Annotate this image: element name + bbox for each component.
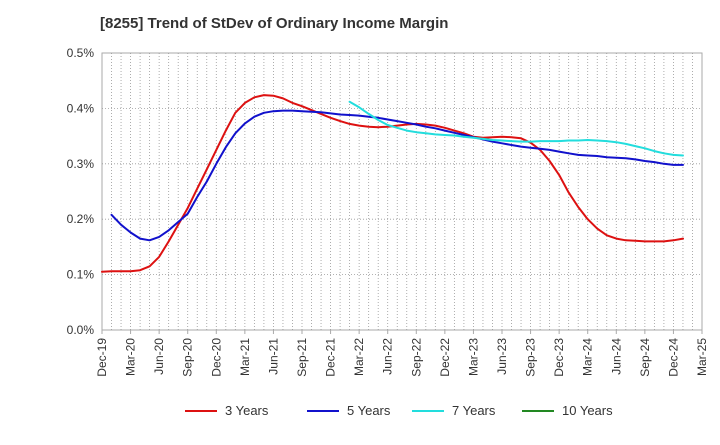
y-tick-label: 0.1% xyxy=(67,268,95,282)
axes: 0.0% 0.1% 0.2% 0.3% 0.4% 0.5% Dec-19 Mar-20 Jun-… xyxy=(67,46,709,377)
legend-label-7-years: 7 Years xyxy=(452,403,496,418)
x-tick-label: Jun-24 xyxy=(609,338,623,375)
x-tick-label: Mar-20 xyxy=(124,338,138,376)
x-tick-label: Mar-23 xyxy=(466,338,480,376)
x-tick-label: Mar-25 xyxy=(695,338,709,376)
x-tick-label: Jun-23 xyxy=(495,338,509,375)
x-tick-label: Jun-21 xyxy=(266,338,280,375)
y-tick-label: 0.3% xyxy=(67,157,95,171)
x-tick-label: Mar-24 xyxy=(581,338,595,376)
legend-label-5-years: 5 Years xyxy=(347,403,391,418)
x-tick-label: Mar-21 xyxy=(238,338,252,376)
legend-label-3-years: 3 Years xyxy=(225,403,269,418)
legend-label-10-years: 10 Years xyxy=(562,403,613,418)
y-tick-label: 0.0% xyxy=(67,323,95,337)
x-tick-label: Jun-22 xyxy=(381,338,395,375)
x-tick-label: Sep-21 xyxy=(295,338,309,377)
x-tick-label: Dec-22 xyxy=(438,338,452,377)
y-tick-label: 0.2% xyxy=(67,212,95,226)
series-line-5-years xyxy=(110,109,684,242)
x-tick-label: Dec-19 xyxy=(95,338,109,377)
x-tick-label: Mar-22 xyxy=(352,338,366,376)
x-tick-label: Dec-20 xyxy=(209,338,223,377)
x-tick-label: Sep-24 xyxy=(638,338,652,377)
x-tick-label: Sep-20 xyxy=(181,338,195,377)
series-lines xyxy=(101,94,684,273)
x-tick-label: Sep-22 xyxy=(409,338,423,377)
x-tick-label: Dec-21 xyxy=(324,338,338,377)
x-tick-label: Jun-20 xyxy=(152,338,166,375)
x-tick-label: Dec-23 xyxy=(552,338,566,377)
series-line-3-years xyxy=(101,94,684,273)
grid xyxy=(101,52,703,331)
x-tick-label: Sep-23 xyxy=(524,338,538,377)
series-line-7-years xyxy=(348,100,684,157)
x-tick-label: Dec-24 xyxy=(666,338,680,377)
legend: 3 Years 5 Years 7 Years 10 Years xyxy=(185,403,613,418)
chart-title: [8255] Trend of StDev of Ordinary Income… xyxy=(100,15,448,32)
plot-frame xyxy=(101,52,703,331)
y-tick-label: 0.4% xyxy=(67,101,95,115)
y-tick-label: 0.5% xyxy=(67,46,95,60)
